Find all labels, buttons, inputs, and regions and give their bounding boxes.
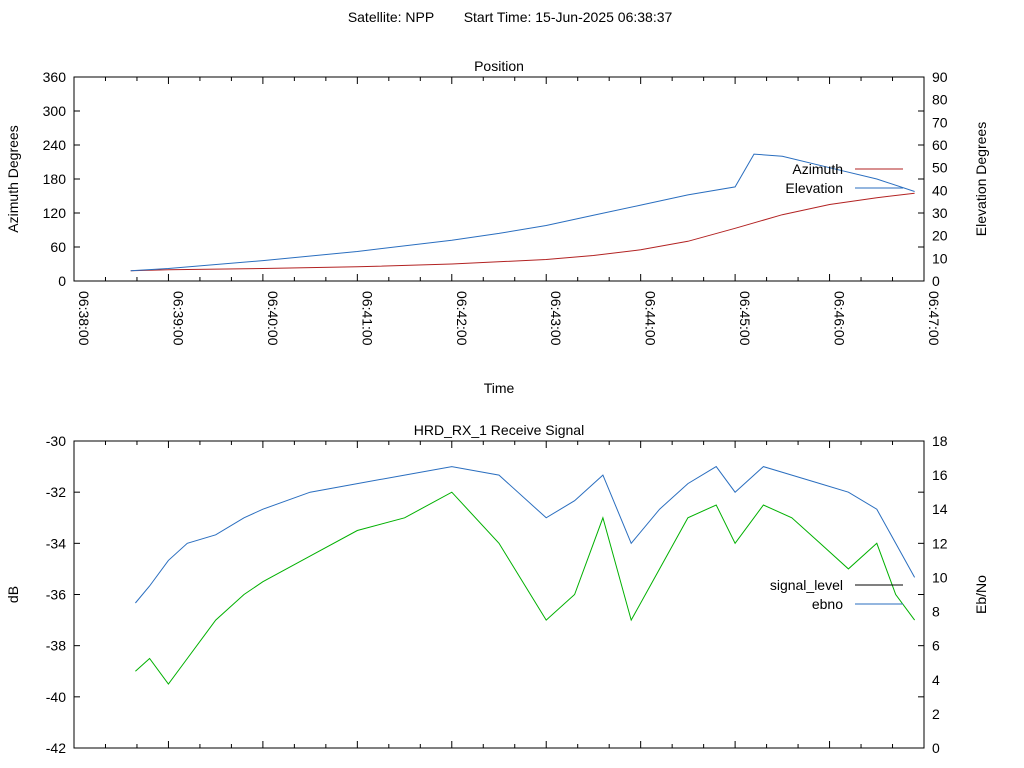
- y-tick-label: -30: [46, 433, 66, 449]
- y-tick-label: -34: [46, 535, 66, 551]
- y2-tick-label: 16: [932, 467, 948, 483]
- y2-tick-label: 10: [932, 569, 948, 585]
- y2-tick-label: 40: [932, 182, 948, 198]
- x-tick-label: 06:47:00: [926, 291, 942, 346]
- y-tick-label: -40: [46, 689, 66, 705]
- series-line-Azimuth: [130, 192, 915, 272]
- series-line-signal-level: [135, 491, 916, 685]
- series-line-ebno: [135, 465, 916, 604]
- y-axis-label: dB: [5, 586, 21, 603]
- y2-tick-label: 0: [932, 740, 940, 756]
- y-tick-label: 240: [43, 137, 67, 153]
- y2-tick-label: 2: [932, 706, 940, 722]
- y2-tick-label: 4: [932, 672, 940, 688]
- plot-frame: [73, 440, 925, 749]
- y-tick-label: 0: [58, 273, 66, 289]
- y2-tick-label: 90: [932, 69, 948, 85]
- y2-tick-label: 50: [932, 160, 948, 176]
- y-axis-label: Azimuth Degrees: [5, 125, 21, 232]
- y-tick-label: 360: [43, 69, 67, 85]
- x-tick-label: 06:46:00: [832, 291, 848, 346]
- y-tick-label: 60: [50, 239, 66, 255]
- y2-tick-label: 14: [932, 501, 948, 517]
- y2-tick-label: 8: [932, 604, 940, 620]
- header-satellite: Satellite: NPP: [348, 9, 434, 25]
- x-tick-label: 06:44:00: [643, 291, 659, 346]
- legend-label: Azimuth: [792, 161, 843, 177]
- receive-signal-chart: HRD_RX_1 Receive Signal -42 -40 -38 -36 -34 -3…: [5, 422, 989, 756]
- legend-label: signal_level: [770, 577, 843, 593]
- position-chart: Position 0 60 120 180 240 300 360 0 10 20 30 40 50 60 7…: [5, 58, 989, 396]
- y2-axis-label: Elevation Degrees: [973, 122, 989, 236]
- y2-tick-label: 10: [932, 250, 948, 266]
- y2-axis-label: Eb/No: [973, 575, 989, 614]
- y-tick-label: -42: [46, 740, 66, 756]
- plot-frame: [73, 76, 925, 282]
- y-tick-label: 180: [43, 171, 67, 187]
- x-tick-label: 06:39:00: [170, 291, 186, 346]
- chart-title: Position: [474, 58, 524, 74]
- x-tick-label: 06:45:00: [737, 291, 753, 346]
- x-tick-label: 06:41:00: [359, 291, 375, 346]
- x-axis-label: Time: [484, 380, 515, 396]
- y2-tick-label: 70: [932, 114, 948, 130]
- y2-tick-label: 12: [932, 535, 948, 551]
- y2-tick-label: 80: [932, 92, 948, 108]
- x-tick-label: 06:42:00: [454, 291, 470, 346]
- y-tick-label: 300: [43, 103, 67, 119]
- y-tick-label: 120: [43, 205, 67, 221]
- y2-tick-label: 60: [932, 137, 948, 153]
- x-tick-label: 06:40:00: [265, 291, 281, 346]
- header-start-time: Start Time: 15-Jun-2025 06:38:37: [464, 9, 673, 25]
- y2-tick-label: 18: [932, 433, 948, 449]
- x-tick-label: 06:38:00: [76, 291, 92, 346]
- y-tick-label: -36: [46, 587, 66, 603]
- y2-tick-label: 6: [932, 638, 940, 654]
- legend-label: Elevation: [785, 180, 843, 196]
- y2-tick-label: 20: [932, 228, 948, 244]
- y-tick-label: -38: [46, 638, 66, 654]
- chart-title: HRD_RX_1 Receive Signal: [414, 422, 584, 438]
- series-line-Elevation: [130, 153, 915, 272]
- y-tick-label: -32: [46, 484, 66, 500]
- y2-tick-label: 30: [932, 205, 948, 221]
- x-tick-label: 06:43:00: [548, 291, 564, 346]
- y2-tick-label: 0: [932, 273, 940, 289]
- legend-label: ebno: [812, 596, 843, 612]
